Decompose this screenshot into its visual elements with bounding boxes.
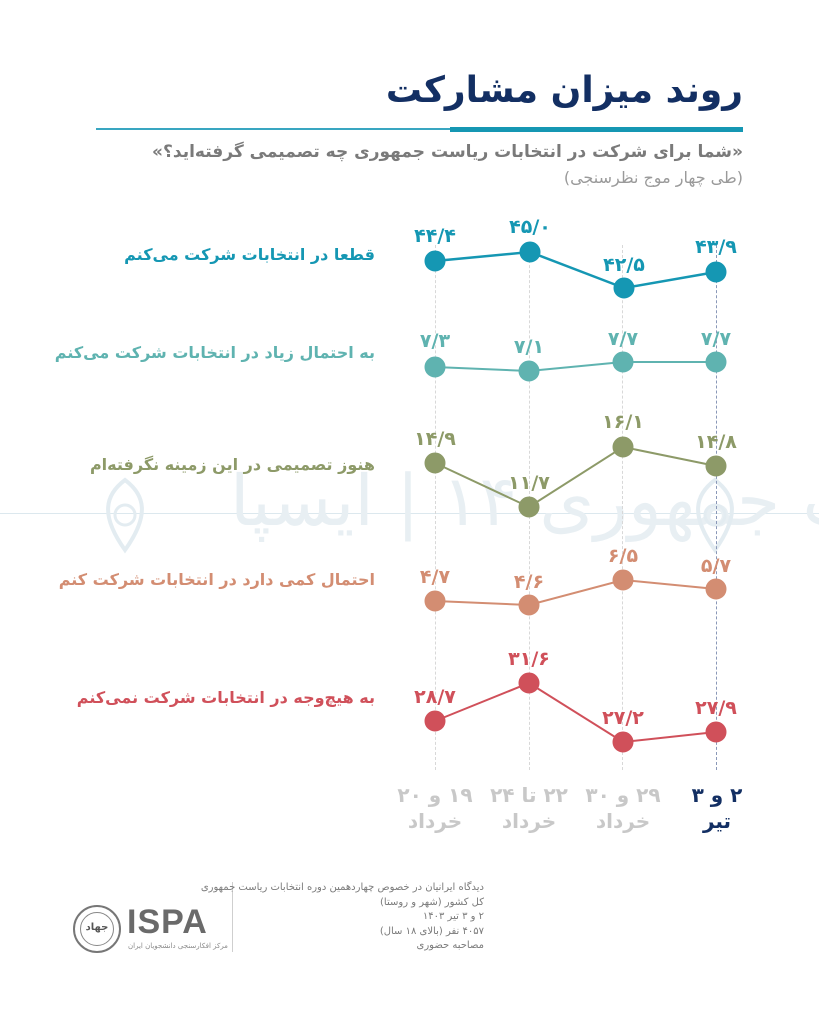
watermark-text: ریاست جمهوری ۱۴ | ایسپا (230, 460, 819, 542)
series-never (424, 672, 727, 753)
ispa-subtitle: مرکز افکارسنجی دانشجویان ایران (128, 942, 228, 950)
series-likely (424, 351, 727, 382)
jahad-logo-text: جهاد (80, 912, 114, 946)
note-scope: کل کشور (شهر و روستا) (380, 896, 484, 908)
data-label: ۶/۵ (607, 545, 639, 567)
data-label: ۱۶/۱ (602, 411, 644, 433)
ornament-icon (696, 477, 734, 554)
x-category-month: تیر (702, 809, 732, 833)
line-chart (424, 241, 727, 753)
data-label: ۴۳/۹ (695, 236, 737, 258)
note-method: مصاحبه حضوری (416, 940, 485, 951)
x-category-dates: ۲۲ تا ۲۴ (490, 783, 568, 807)
data-label: ۷/۱ (513, 336, 545, 358)
series-label-unlikely: احتمال کمی دارد در انتخابات شرکت کنم (58, 570, 375, 589)
title-underline-thin (96, 128, 456, 130)
series-label-never: به هیچ‌وجه در انتخابات شرکت نمی‌کنم (76, 688, 375, 707)
x-category-dates: ۱۹ و ۲۰ (397, 783, 473, 807)
data-label: ۱۱/۷ (508, 472, 550, 494)
x-category-dates: ۲ و ۳ (691, 783, 743, 807)
methodology-notes: دیدگاه ایرانیان در خصوص چهاردهمین دوره ا… (200, 881, 485, 954)
data-label: ۴۲/۵ (603, 254, 645, 276)
data-label: ۴/۶ (513, 571, 545, 593)
data-label: ۴۵/۰ (509, 216, 551, 238)
guide-line (435, 245, 436, 770)
x-category-month: خرداد (407, 809, 463, 833)
series-unlikely (424, 569, 727, 616)
series-label-definitely: قطعا در انتخابات شرکت می‌کنم (124, 245, 375, 264)
survey-question: «شما برای شرکت در انتخابات ریاست جمهوری … (152, 142, 743, 162)
watermark-line (0, 513, 819, 514)
title-underline-thick (450, 127, 743, 132)
data-label: ۱۴/۸ (695, 431, 737, 453)
guide-line (622, 245, 623, 770)
survey-subtitle: (طی چهار موج نظرسنجی) (563, 168, 743, 187)
ispa-logo: ISPA (127, 903, 208, 941)
series-definitely (424, 241, 727, 299)
data-label: ۱۴/۹ (414, 428, 456, 450)
page-title: روند میزان مشارکت (385, 70, 744, 111)
data-label: ۷/۳ (419, 330, 451, 352)
guide-line-current (716, 245, 717, 770)
data-label: ۲۷/۹ (695, 697, 737, 719)
series-label-undecided: هنوز تصمیمی در این زمینه نگرفته‌ام (89, 455, 375, 474)
x-category: ۲۹ و ۳۰ خرداد (578, 782, 668, 834)
note-sample: ۴۰۵۷ نفر (بالای ۱۸ سال) (379, 925, 484, 937)
data-label: ۳۱/۶ (508, 648, 550, 670)
x-category: ۱۹ و ۲۰ خرداد (390, 782, 480, 834)
x-category-current: ۲ و ۳ تیر (672, 782, 762, 834)
note-survey: دیدگاه ایرانیان در خصوص چهاردهمین دوره ا… (200, 882, 484, 893)
footer-divider (232, 882, 233, 952)
data-label: ۴۴/۴ (414, 225, 456, 247)
ornament-icon (106, 477, 144, 554)
data-label: ۵/۷ (700, 555, 732, 577)
x-category-dates: ۲۹ و ۳۰ (585, 783, 661, 807)
series-label-likely: به احتمال زیاد در انتخابات شرکت می‌کنم (54, 343, 375, 362)
x-category-month: خرداد (595, 809, 651, 833)
note-date: ۲ و ۳ تیر ۱۴۰۳ (422, 911, 484, 922)
data-label: ۲۷/۲ (602, 707, 644, 729)
data-label: ۲۸/۷ (414, 686, 456, 708)
jahad-logo-icon (73, 905, 121, 953)
series-undecided (424, 436, 727, 518)
x-category: ۲۲ تا ۲۴ خرداد (484, 782, 574, 834)
data-label: ۴/۷ (419, 566, 451, 588)
data-label: ۷/۷ (700, 328, 732, 350)
data-label: ۷/۷ (607, 328, 639, 350)
x-category-month: خرداد (501, 809, 557, 833)
